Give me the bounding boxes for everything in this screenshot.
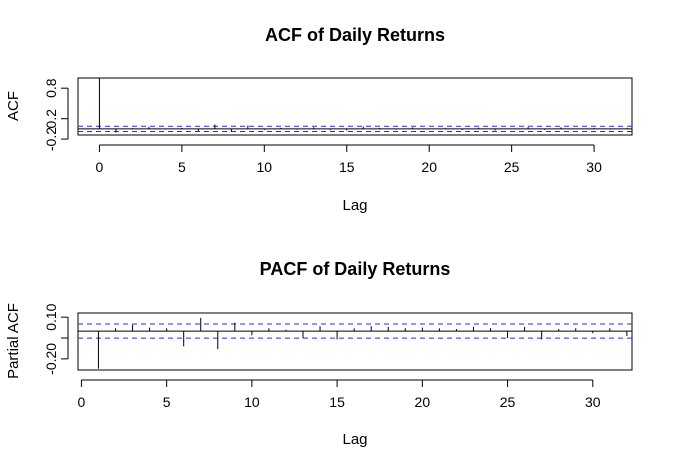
acf-y-tick-label: 0.2 bbox=[43, 109, 59, 129]
acf-x-tick-label: 30 bbox=[586, 159, 602, 175]
pacf-title: PACF of Daily Returns bbox=[260, 259, 451, 279]
pacf-x-tick-label: 30 bbox=[585, 394, 601, 410]
pacf-panel: PACF of Daily Returns 0 5 10 15 20 25 30 -0.20… bbox=[5, 259, 633, 448]
acf-panel: ACF of Daily Returns 0 5 10 15 20 25 30 -0.20.… bbox=[5, 25, 633, 214]
pacf-x-tick-label: 20 bbox=[415, 394, 431, 410]
pacf-x-axis-title: Lag bbox=[342, 431, 367, 448]
acf-title: ACF of Daily Returns bbox=[265, 25, 445, 45]
pacf-bands bbox=[78, 323, 632, 339]
pacf-x-tick-label: 15 bbox=[329, 394, 345, 410]
acf-x-tick-label: 5 bbox=[178, 159, 186, 175]
pacf-y-ticks: -0.20 0.10 bbox=[43, 303, 68, 375]
pacf-bars bbox=[97, 317, 628, 369]
pacf-x-ticks: 0 5 10 15 20 25 30 bbox=[78, 380, 601, 410]
pacf-y-axis-title: Partial ACF bbox=[5, 303, 22, 379]
pacf-x-tick-label: 10 bbox=[244, 394, 260, 410]
acf-x-ticks: 0 5 10 15 20 25 30 bbox=[96, 145, 602, 175]
acf-x-tick-label: 20 bbox=[421, 159, 437, 175]
pacf-x-tick-label: 25 bbox=[500, 394, 516, 410]
pacf-plot-frame bbox=[77, 312, 633, 371]
acf-y-tick-label: -0.2 bbox=[43, 127, 59, 151]
acf-y-tick-label: 0.8 bbox=[43, 78, 59, 98]
acf-bars bbox=[98, 78, 628, 133]
acf-plot-frame bbox=[77, 77, 633, 136]
acf-bands bbox=[78, 125, 632, 132]
acf-y-axis-title: ACF bbox=[5, 91, 22, 121]
acf-x-tick-label: 25 bbox=[504, 159, 520, 175]
acf-y-ticks: -0.20.2 0.8 bbox=[43, 78, 68, 151]
pacf-x-tick-label: 5 bbox=[163, 394, 171, 410]
acf-x-tick-label: 15 bbox=[339, 159, 355, 175]
acf-x-tick-label: 10 bbox=[257, 159, 273, 175]
pacf-x-tick-label: 0 bbox=[78, 394, 86, 410]
acf-x-axis-title: Lag bbox=[342, 197, 367, 214]
acf-x-tick-label: 0 bbox=[96, 159, 104, 175]
pacf-y-tick-label: 0.10 bbox=[43, 303, 59, 330]
pacf-y-tick-label: -0.20 bbox=[43, 343, 59, 375]
